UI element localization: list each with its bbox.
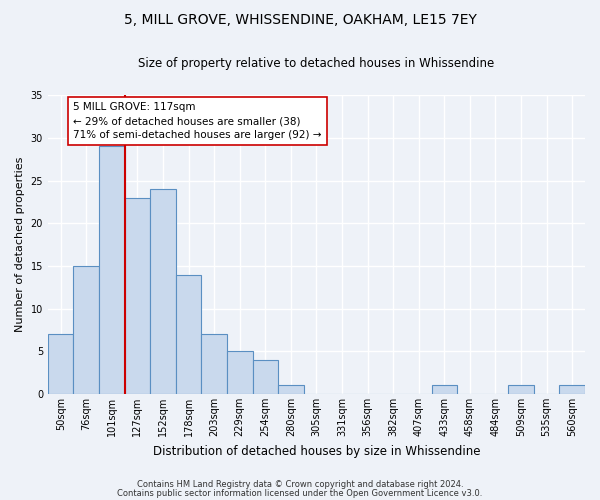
Bar (150, 189, 176, 394)
Text: 5, MILL GROVE, WHISSENDINE, OAKHAM, LE15 7EY: 5, MILL GROVE, WHISSENDINE, OAKHAM, LE15… (124, 12, 476, 26)
Title: Size of property relative to detached houses in Whissendine: Size of property relative to detached ho… (139, 58, 494, 70)
Bar (125, 198, 150, 394)
Bar (99, 146, 125, 394)
Bar (508, 386, 534, 394)
Bar (559, 386, 585, 394)
Bar (176, 274, 202, 394)
Bar (227, 352, 253, 394)
Text: Contains HM Land Registry data © Crown copyright and database right 2024.: Contains HM Land Registry data © Crown c… (137, 480, 463, 489)
X-axis label: Distribution of detached houses by size in Whissendine: Distribution of detached houses by size … (153, 444, 480, 458)
Bar (73, 266, 99, 394)
Bar (253, 360, 278, 394)
Bar (202, 334, 227, 394)
Bar (48, 334, 73, 394)
Text: 5 MILL GROVE: 117sqm
← 29% of detached houses are smaller (38)
71% of semi-detac: 5 MILL GROVE: 117sqm ← 29% of detached h… (73, 102, 322, 140)
Bar (431, 386, 457, 394)
Text: Contains public sector information licensed under the Open Government Licence v3: Contains public sector information licen… (118, 490, 482, 498)
Y-axis label: Number of detached properties: Number of detached properties (15, 157, 25, 332)
Bar (278, 386, 304, 394)
